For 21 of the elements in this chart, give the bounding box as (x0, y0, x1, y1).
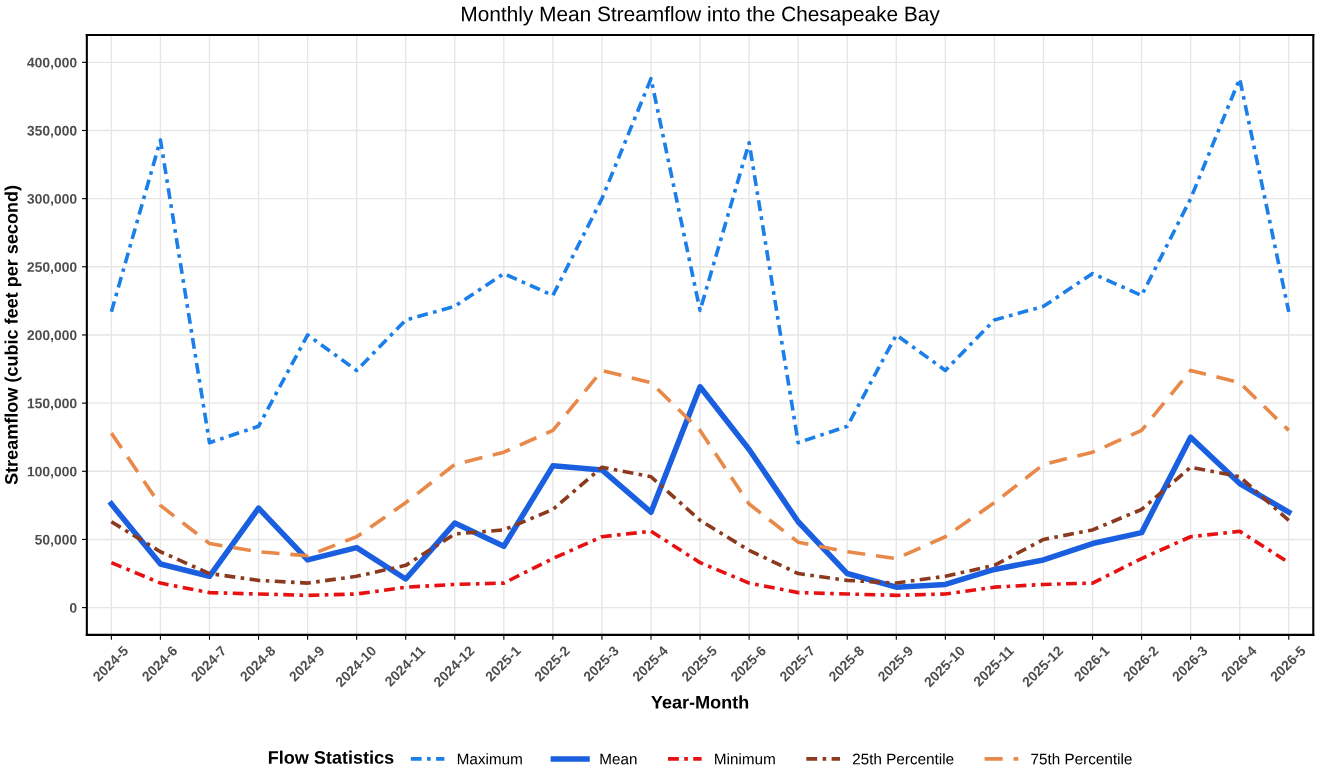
legend-title: Flow Statistics (268, 750, 394, 764)
y-tick-label: 300,000 (27, 193, 77, 206)
legend-label: 25th Percentile (852, 753, 954, 765)
y-tick-label: 50,000 (35, 534, 77, 547)
y-tick-label: 100,000 (27, 466, 77, 479)
y-tick-label: 250,000 (27, 262, 77, 274)
y-tick-label: 150,000 (27, 398, 77, 411)
line-series (109, 368, 1291, 561)
chart-title: Monthly Mean Streamflow into the Chesapeake Bay (462, 6, 940, 26)
line-series (109, 76, 1291, 445)
x-axis-title: Year-Month (651, 695, 749, 709)
legend-label: Mean (600, 753, 637, 765)
legend-label: Maximum (457, 753, 522, 765)
y-axis-title: Streamflow (cubic feet per second) (4, 185, 22, 485)
y-tick-label: 0 (69, 602, 77, 613)
y-tick-label: 200,000 (27, 330, 77, 343)
line-series (109, 465, 1291, 585)
legend-label: Minimum (715, 753, 775, 765)
y-tick-label: 350,000 (27, 125, 77, 138)
y-tick-label: 400,000 (27, 57, 77, 70)
legend-label: 75th Percentile (1031, 753, 1132, 765)
